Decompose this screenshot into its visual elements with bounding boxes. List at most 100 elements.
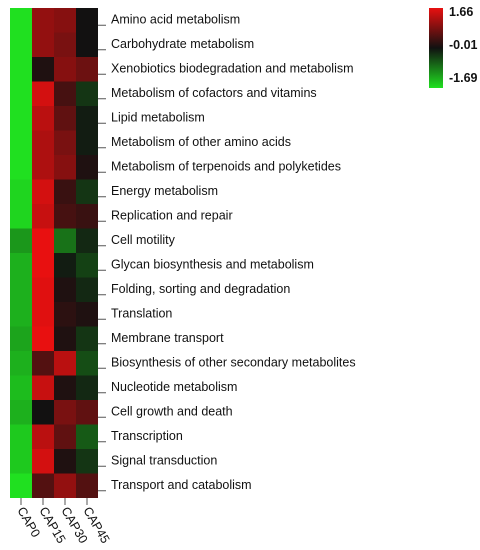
heatmap-cell	[10, 473, 32, 498]
heatmap-cell	[54, 277, 76, 302]
heatmap-cell	[54, 326, 76, 351]
row-label: Transport and catabolism	[111, 478, 252, 492]
legend-tick-min: -1.69	[449, 71, 478, 85]
row-label: Metabolism of cofactors and vitamins	[111, 86, 317, 100]
heatmap-cell	[54, 32, 76, 57]
heatmap-cell	[32, 277, 54, 302]
row-label: Xenobiotics biodegradation and metabolis…	[111, 61, 354, 75]
heatmap-cell	[54, 351, 76, 376]
color-legend: 1.66 -0.01 -1.69	[429, 5, 478, 88]
heatmap-cell	[10, 155, 32, 180]
heatmap-cell	[32, 326, 54, 351]
heatmap-cell	[32, 473, 54, 498]
heatmap-cell	[54, 130, 76, 155]
row-label: Nucleotide metabolism	[111, 380, 237, 394]
row-label: Folding, sorting and degradation	[111, 282, 290, 296]
heatmap-cell	[32, 8, 54, 33]
heatmap-cell	[10, 302, 32, 327]
heatmap-cell	[54, 302, 76, 327]
heatmap-cell	[76, 351, 98, 376]
heatmap-cell	[76, 375, 98, 400]
heatmap-cell	[10, 81, 32, 106]
heatmap-cell	[10, 32, 32, 57]
heatmap-cell	[76, 106, 98, 131]
heatmap-cell	[54, 155, 76, 180]
legend-color-bar	[429, 8, 443, 88]
heatmap-cell	[32, 302, 54, 327]
row-label: Lipid metabolism	[111, 110, 205, 124]
heatmap-cell	[10, 351, 32, 376]
legend-tick-mid: -0.01	[449, 38, 478, 52]
heatmap-cell	[32, 375, 54, 400]
heatmap-cell	[54, 253, 76, 278]
heatmap-cell	[10, 375, 32, 400]
heatmap-cell	[76, 277, 98, 302]
heatmap-cell	[54, 8, 76, 33]
heatmap-cell	[76, 253, 98, 278]
heatmap-cell	[76, 449, 98, 474]
heatmap-cell	[32, 204, 54, 229]
heatmap-cell	[76, 400, 98, 425]
heatmap-cell	[32, 253, 54, 278]
heatmap-cell	[76, 179, 98, 204]
row-label: Cell motility	[111, 233, 176, 247]
heatmap-cell	[10, 179, 32, 204]
row-label: Carbohydrate metabolism	[111, 37, 254, 51]
heatmap-cell	[32, 130, 54, 155]
heatmap-cell	[54, 473, 76, 498]
heatmap-cell	[32, 424, 54, 449]
heatmap-cell	[54, 57, 76, 82]
heatmap-cell	[54, 179, 76, 204]
heatmap-cell	[76, 473, 98, 498]
legend-tick-max: 1.66	[449, 5, 473, 19]
heatmap-cell	[32, 179, 54, 204]
row-label: Metabolism of terpenoids and polyketides	[111, 159, 341, 173]
heatmap-cell	[54, 228, 76, 253]
heatmap-cell	[32, 449, 54, 474]
row-label: Biosynthesis of other secondary metaboli…	[111, 355, 356, 369]
heatmap-cell	[10, 424, 32, 449]
heatmap-cell	[10, 326, 32, 351]
heatmap-cell	[10, 277, 32, 302]
heatmap-cell	[10, 253, 32, 278]
heatmap-cell	[32, 400, 54, 425]
heatmap-cell	[10, 204, 32, 229]
heatmap-cell	[76, 326, 98, 351]
heatmap-cell	[10, 57, 32, 82]
row-label: Membrane transport	[111, 331, 224, 345]
heatmap-cell	[32, 228, 54, 253]
heatmap-cell	[76, 8, 98, 33]
heatmap-cell	[54, 204, 76, 229]
heatmap-cell	[54, 81, 76, 106]
heatmap-cell	[10, 449, 32, 474]
heatmap-cell	[76, 228, 98, 253]
heatmap-cells	[10, 8, 98, 498]
heatmap-cell	[76, 130, 98, 155]
heatmap-cell	[54, 375, 76, 400]
heatmap-cell	[76, 57, 98, 82]
heatmap-cell	[32, 106, 54, 131]
heatmap-cell	[76, 32, 98, 57]
heatmap-cell	[76, 81, 98, 106]
heatmap-cell	[54, 449, 76, 474]
heatmap-cell	[54, 106, 76, 131]
row-label: Transcription	[111, 429, 183, 443]
heatmap-cell	[76, 204, 98, 229]
row-label: Metabolism of other amino acids	[111, 135, 291, 149]
row-label: Amino acid metabolism	[111, 12, 240, 26]
heatmap-cell	[32, 57, 54, 82]
heatmap-cell	[54, 424, 76, 449]
heatmap-cell	[32, 81, 54, 106]
heatmap-cell	[76, 424, 98, 449]
heatmap-cell	[54, 400, 76, 425]
heatmap-cell	[32, 32, 54, 57]
heatmap-cell	[76, 302, 98, 327]
heatmap-cell	[76, 155, 98, 180]
row-labels: Amino acid metabolism Carbohydrate metabo…	[98, 12, 356, 492]
heatmap-cell	[10, 8, 32, 33]
row-label: Glycan biosynthesis and metabolism	[111, 257, 314, 271]
heatmap-cell	[10, 130, 32, 155]
row-label: Translation	[111, 306, 172, 320]
